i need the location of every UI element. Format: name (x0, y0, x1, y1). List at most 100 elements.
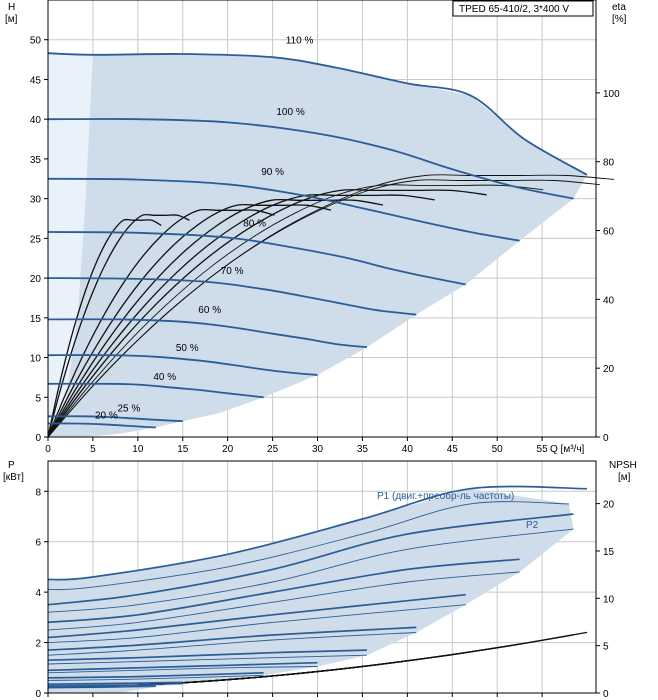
x-tick-label: 20 (222, 444, 234, 455)
p1-label: P1 (двиг.+преобр-ль частоты) (377, 490, 514, 502)
speed-label: 80 % (243, 218, 266, 229)
y-tick-label: 10 (30, 354, 42, 365)
x-tick-label: 50 (492, 444, 504, 455)
p2-curve (47, 571, 520, 631)
x-tick-label: 0 (45, 444, 51, 455)
npsh-tick-label: 5 (603, 642, 609, 653)
efficiency-curve (47, 208, 275, 438)
p2-curve (47, 604, 466, 644)
head-curves (47, 52, 588, 429)
speed-label: 110 % (286, 36, 314, 47)
npsh-tick-label: 20 (603, 500, 615, 511)
efficiency-curve (47, 213, 190, 438)
p1-curve (47, 513, 574, 606)
x-tick-label: 40 (402, 444, 414, 455)
y2-tick-label: 60 (603, 227, 615, 238)
y2-tick-label: 100 (603, 89, 620, 100)
head-curve (47, 52, 588, 176)
speed-label: 100 % (276, 107, 304, 118)
y-tick-label: 20 (30, 274, 42, 285)
y2-tick-label: 20 (603, 364, 615, 375)
speed-labels: 110 % 100 % 90 % 80 % 70 % 60 % 50 % 40 % 25 %20… (95, 36, 313, 422)
x-tick-label: 5 (90, 444, 96, 455)
p-tick-label: 8 (35, 487, 41, 498)
p1-curve (47, 649, 367, 662)
head-operating-envelope (48, 53, 587, 437)
p2-curve (47, 686, 156, 689)
p-tick-label: 6 (35, 538, 41, 549)
efficiency-curve (47, 218, 162, 438)
y2-axis-unit-npsh: [м] (618, 472, 631, 483)
y2-tick-label: 80 (603, 158, 615, 169)
speed-label: 90 % (261, 167, 284, 178)
y2-axis-unit-eta: [%] (612, 14, 627, 25)
head-axes: 0 5 10 15 20 25 30 35 40 45 50 55 0 5 10 15 20 25 30 35 40 45… (30, 36, 620, 455)
y-tick-label: 15 (30, 314, 42, 325)
y2-tick-label: 40 (603, 295, 615, 306)
y-tick-label: 5 (35, 393, 41, 404)
y-tick-label: 30 (30, 195, 42, 206)
y2-axis-label-eta: eta (612, 2, 626, 13)
y-axis-unit-h: [м] (5, 14, 18, 25)
speed-label: 25 % (117, 404, 140, 415)
head-curve (47, 422, 156, 429)
x-tick-label: 25 (267, 444, 279, 455)
p1-curve (47, 671, 264, 679)
efficiency-curve (47, 189, 487, 438)
efficiency-curve (47, 194, 435, 438)
x-tick-label: 45 (447, 444, 459, 455)
y-tick-label: 0 (35, 433, 41, 444)
power-curves (47, 485, 588, 689)
efficiency-curve (47, 203, 332, 438)
head-curve (47, 231, 466, 286)
y-axis-unit-p: [кВт] (3, 472, 24, 483)
y-tick-label: 35 (30, 155, 42, 166)
p2-curve (47, 674, 264, 681)
head-curve (47, 354, 318, 376)
p1-curve (47, 681, 183, 686)
p-tick-label: 4 (35, 588, 41, 599)
y-tick-label: 25 (30, 234, 42, 245)
p2-curve (47, 632, 417, 656)
legend-box-text: TPED 65-410/2, 3*400 V (459, 4, 569, 15)
p2-curve (47, 501, 570, 591)
head-curve (47, 415, 183, 422)
y-tick-label: 45 (30, 75, 42, 86)
power-axes: 0 2 4 6 8 0 5 10 15 20 (35, 487, 614, 700)
npsh-tick-label: 10 (603, 594, 615, 605)
legend-box (452, 0, 594, 17)
x-axis-label: Q [м³/ч] (550, 444, 585, 455)
head-curve (47, 177, 520, 242)
y-axis-label-h: H (8, 2, 15, 13)
head-plot-frame (47, 0, 597, 438)
y-tick-label: 50 (30, 36, 42, 47)
head-curve (47, 382, 264, 399)
x-tick-label: 55 (537, 444, 549, 455)
power-plot-frame (47, 460, 597, 694)
p1-curve (47, 558, 520, 624)
efficiency-curves (47, 174, 615, 438)
p1-curve (47, 684, 156, 688)
p1-curve (47, 626, 417, 651)
y2-tick-label: 0 (603, 433, 609, 444)
p2-curve (47, 666, 318, 674)
speed-label: 50 % (176, 343, 199, 354)
power-npsh-chart: 0 2 4 6 8 0 5 10 15 20 P1 (двиг.+преобр-ль частот… (3, 460, 637, 700)
y2-axis-label-npsh: NPSH (609, 460, 637, 471)
speed-label: 70 % (221, 266, 244, 277)
x-tick-label: 35 (357, 444, 369, 455)
head-curve (47, 277, 417, 316)
p2-curve (47, 654, 367, 665)
npsh-tick-label: 15 (603, 547, 615, 558)
p1-curve (47, 661, 318, 672)
speed-label: 20 % (95, 411, 118, 422)
p1-curve (47, 593, 466, 639)
x-tick-label: 30 (312, 444, 324, 455)
p2-curve (47, 683, 183, 686)
low-flow-zone (48, 53, 93, 437)
npsh-tick-label: 0 (603, 689, 609, 700)
speed-label: 40 % (153, 372, 176, 383)
y-tick-label: 40 (30, 115, 42, 126)
y-axis-label-p: P (8, 460, 15, 471)
